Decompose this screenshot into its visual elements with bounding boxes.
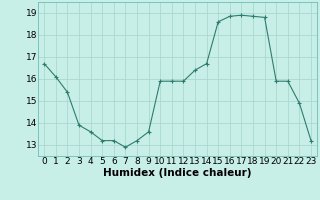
X-axis label: Humidex (Indice chaleur): Humidex (Indice chaleur) (103, 168, 252, 178)
